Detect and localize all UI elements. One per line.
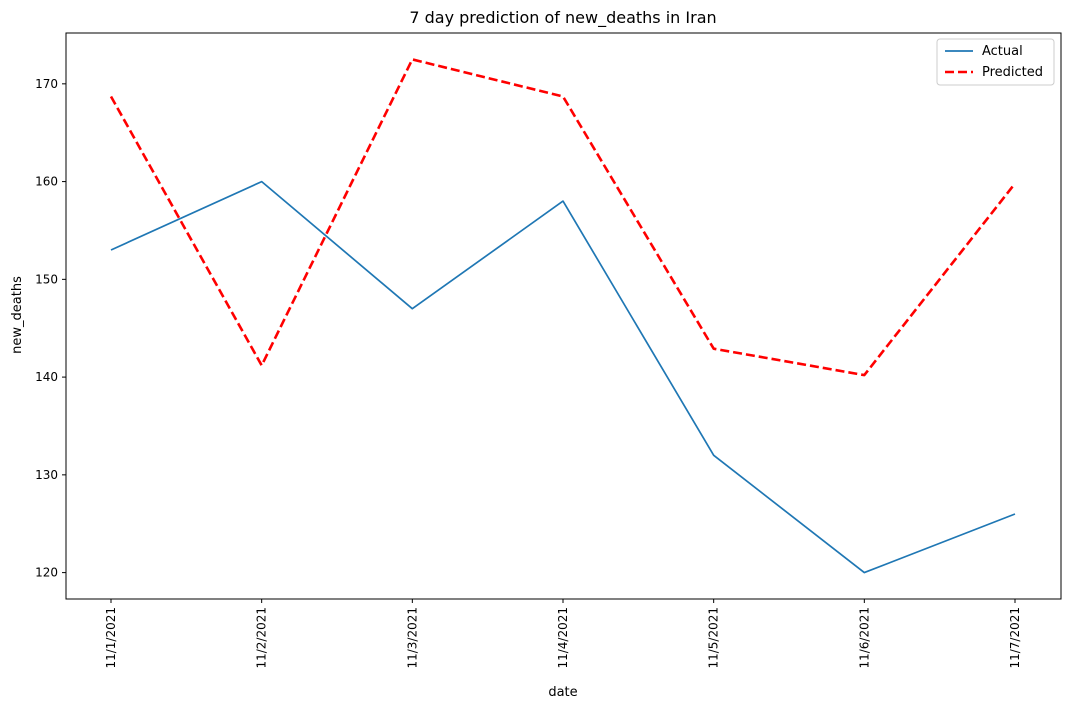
- y-tick-label: 140: [35, 370, 58, 384]
- x-tick-label: 11/2/2021: [255, 607, 269, 669]
- legend-label-actual: Actual: [982, 44, 1023, 59]
- axes: 120 130 140 150 160 170 11/1/2021 11/2/2021 11/3…: [35, 32, 1062, 669]
- plot-area: [109, 58, 1017, 574]
- x-tick-label: 11/3/2021: [405, 607, 419, 669]
- y-tick-label: 150: [35, 272, 58, 286]
- x-tick-label: 11/1/2021: [104, 607, 118, 669]
- y-tick-label: 120: [35, 566, 58, 580]
- legend-label-predicted: Predicted: [982, 65, 1043, 80]
- x-tick-label: 11/6/2021: [857, 607, 871, 669]
- series-line-predicted: [109, 58, 1017, 377]
- y-tick-label: 160: [35, 175, 58, 189]
- legend: Actual Predicted: [936, 38, 1055, 86]
- y-tick-label: 130: [35, 468, 58, 482]
- x-axis-label: date: [548, 685, 577, 700]
- y-tick-label: 170: [35, 77, 58, 91]
- x-tick-label: 11/7/2021: [1008, 607, 1022, 669]
- chart-title: 7 day prediction of new_deaths in Iran: [409, 8, 716, 28]
- series-line-actual: [110, 180, 1016, 574]
- y-axis-label: new_deaths: [10, 276, 25, 354]
- x-tick-label: 11/5/2021: [707, 607, 721, 669]
- x-tick-label: 11/4/2021: [556, 607, 570, 669]
